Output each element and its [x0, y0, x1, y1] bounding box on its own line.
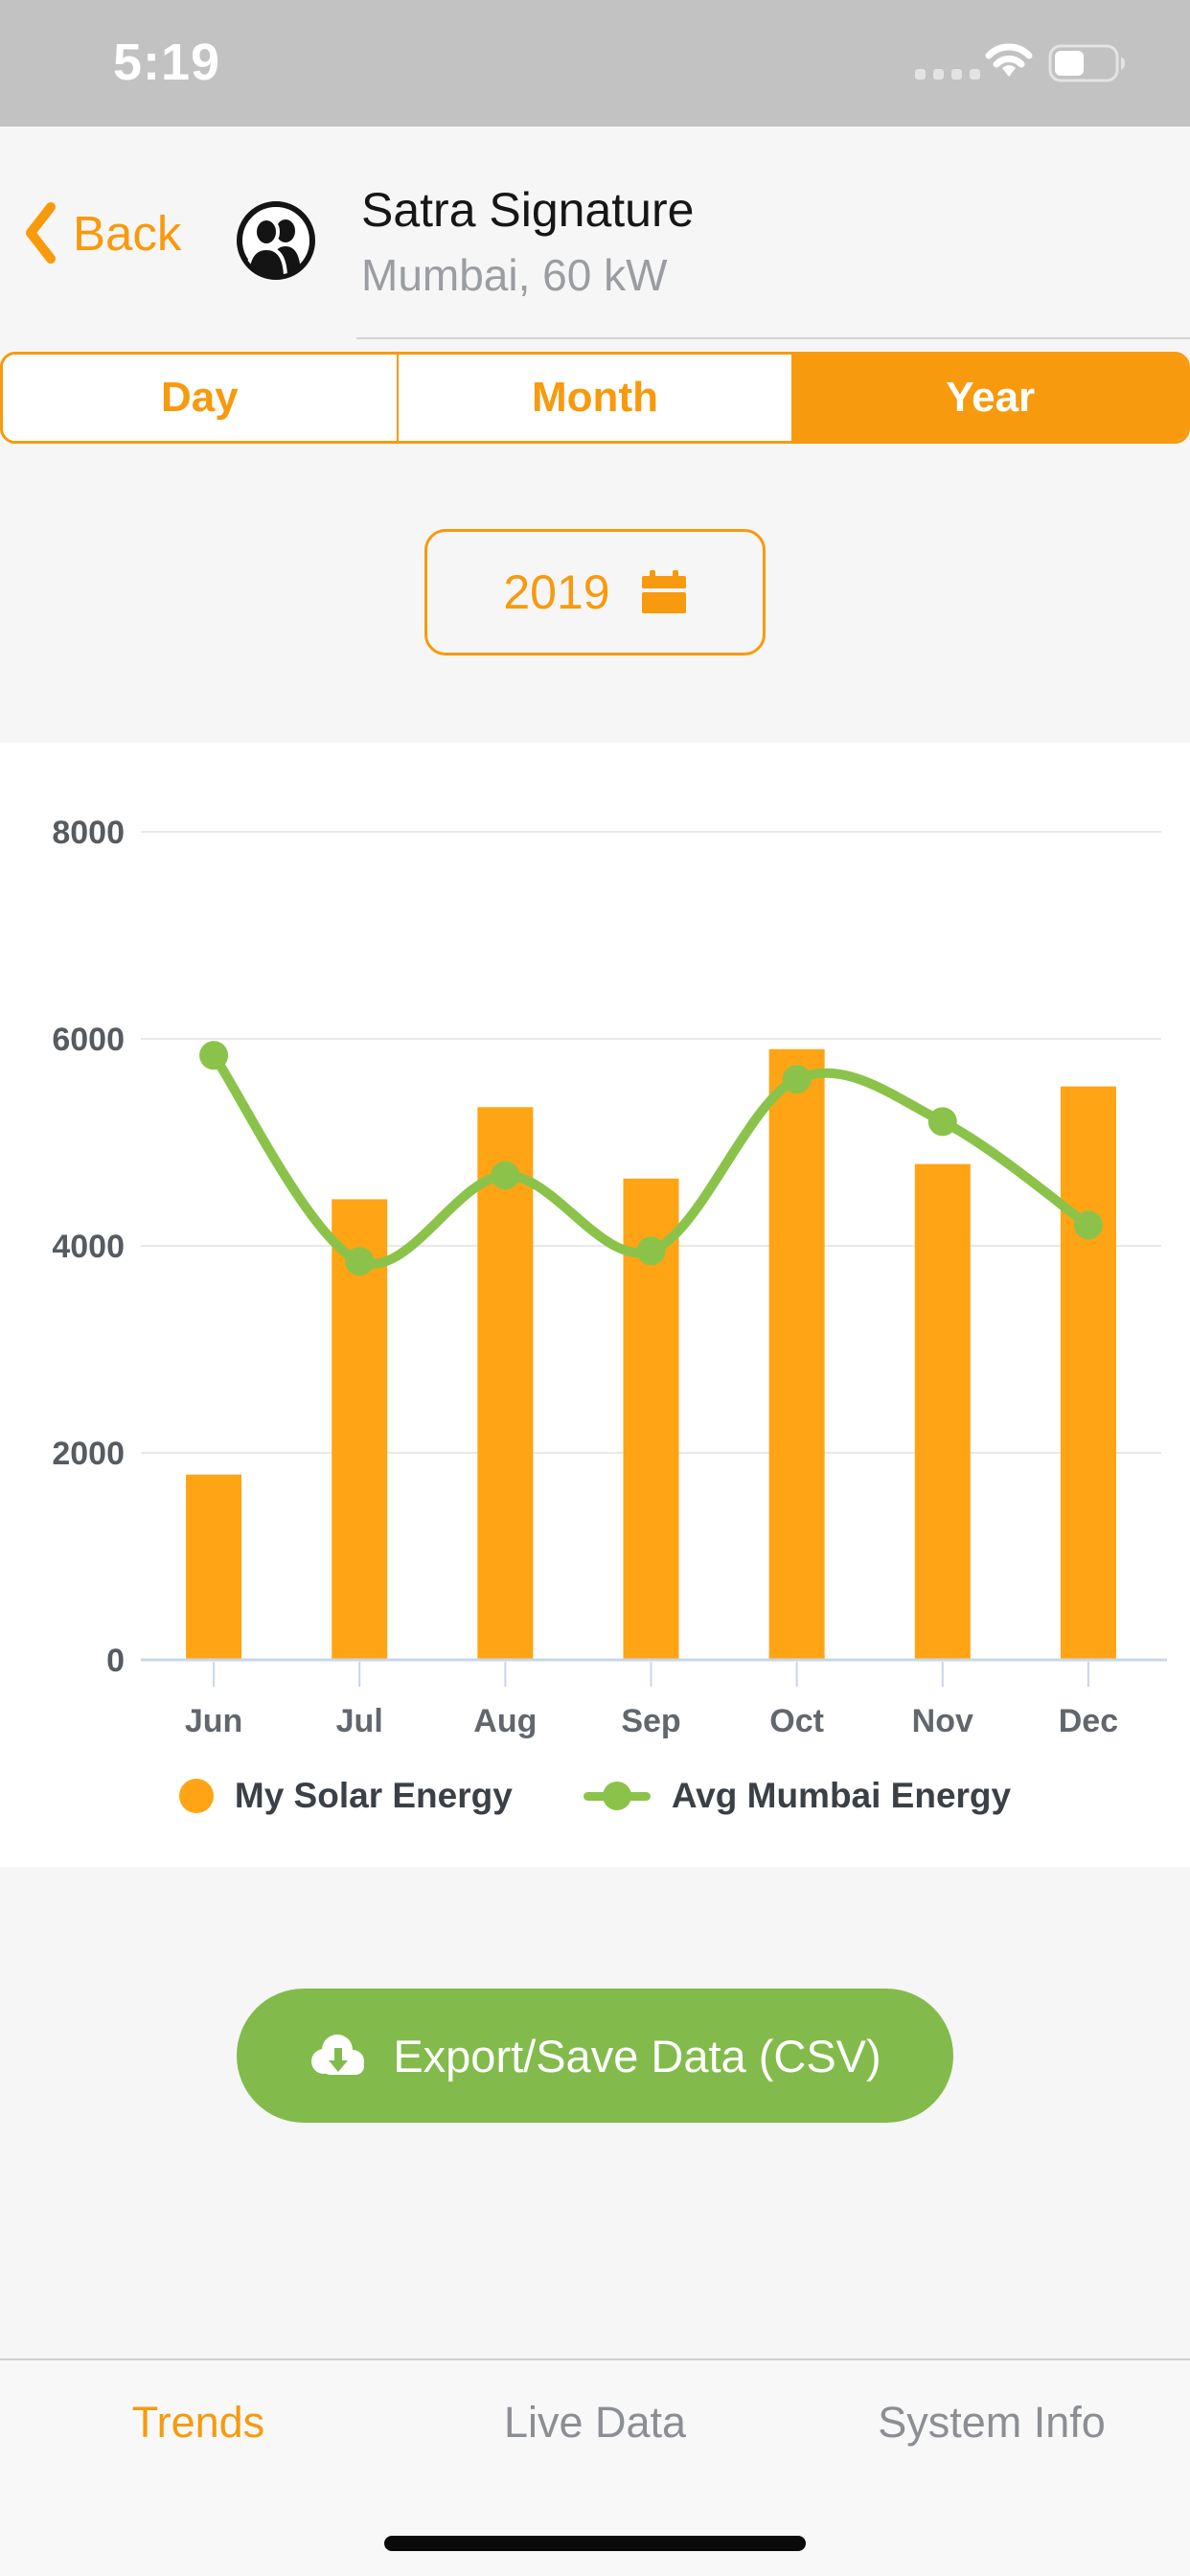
- avg-series-swatch-icon: [583, 1781, 651, 1811]
- cloud-download-icon: [311, 2035, 365, 2075]
- legend-item-solar: My Solar Energy: [178, 1776, 513, 1816]
- svg-text:Dec: Dec: [1059, 1703, 1118, 1739]
- legend-label-solar: My Solar Energy: [234, 1776, 513, 1815]
- svg-text:2000: 2000: [52, 1436, 125, 1472]
- back-button[interactable]: Back: [23, 201, 181, 264]
- tab-year[interactable]: Year: [791, 355, 1187, 441]
- status-time: 5:19: [113, 34, 221, 91]
- chevron-left-icon: [26, 202, 56, 264]
- header-section: Back Satra Signature Mumbai, 60 kW Day M…: [0, 126, 1190, 743]
- svg-text:Jun: Jun: [185, 1703, 242, 1739]
- header-divider: [356, 337, 1190, 339]
- bars-series: [186, 1048, 1116, 1660]
- export-button-label: Export/Save Data (CSV): [393, 2030, 881, 2082]
- battery-icon: [1048, 44, 1129, 87]
- svg-text:0: 0: [106, 1643, 125, 1679]
- legend-item-avg: Avg Mumbai Energy: [583, 1776, 1012, 1816]
- period-segmented-control: Day Month Year: [0, 352, 1190, 444]
- gridlines: 0 2000 4000 6000 8000: [52, 815, 1161, 1679]
- line-series: [199, 1041, 1103, 1276]
- wifi-icon: [985, 42, 1033, 83]
- home-indicator[interactable]: [384, 2536, 806, 2551]
- svg-text:Oct: Oct: [769, 1703, 824, 1739]
- solar-series-swatch-icon: [178, 1779, 214, 1813]
- plant-avatar-people-icon: [236, 200, 316, 281]
- legend-label-avg: Avg Mumbai Energy: [671, 1776, 1012, 1815]
- export-csv-button[interactable]: Export/Save Data (CSV): [237, 1989, 953, 2123]
- svg-text:Aug: Aug: [473, 1703, 537, 1739]
- cellular-signal-dots-icon: [915, 69, 980, 80]
- x-axis: Jun Jul Aug Sep Oct Nov Dec: [141, 1658, 1167, 1739]
- tab-trends[interactable]: Trends: [131, 2398, 265, 2447]
- tab-month[interactable]: Month: [396, 355, 792, 441]
- svg-text:Sep: Sep: [621, 1703, 680, 1739]
- page-subtitle: Mumbai, 60 kW: [361, 250, 668, 300]
- tab-day[interactable]: Day: [3, 355, 397, 441]
- tab-system-info[interactable]: System Info: [878, 2398, 1106, 2447]
- chart-legend: My Solar Energy Avg Mumbai Energy: [0, 1776, 1190, 1816]
- svg-text:Nov: Nov: [912, 1703, 973, 1739]
- svg-text:4000: 4000: [52, 1229, 125, 1265]
- calendar-icon: [641, 570, 686, 613]
- back-label: Back: [73, 205, 182, 261]
- bottom-tab-bar: Trends Live Data System Info: [0, 2358, 1190, 2576]
- energy-chart[interactable]: 0 2000 4000 6000 8000 Jun Jul Aug Sep Oct Nov Dec: [0, 743, 1190, 1759]
- year-value: 2019: [503, 565, 610, 619]
- tab-live-data[interactable]: Live Data: [503, 2398, 687, 2447]
- svg-text:6000: 6000: [52, 1022, 125, 1058]
- year-picker-button[interactable]: 2019: [424, 529, 766, 656]
- status-bar: 5:19: [0, 0, 1190, 126]
- svg-text:Jul: Jul: [336, 1703, 383, 1739]
- chart-section: 0 2000 4000 6000 8000 Jun Jul Aug Sep Oct Nov Dec M…: [0, 743, 1190, 1867]
- export-section: Export/Save Data (CSV): [0, 1867, 1190, 2358]
- svg-text:8000: 8000: [52, 815, 125, 851]
- page-title: Satra Signature: [361, 183, 695, 237]
